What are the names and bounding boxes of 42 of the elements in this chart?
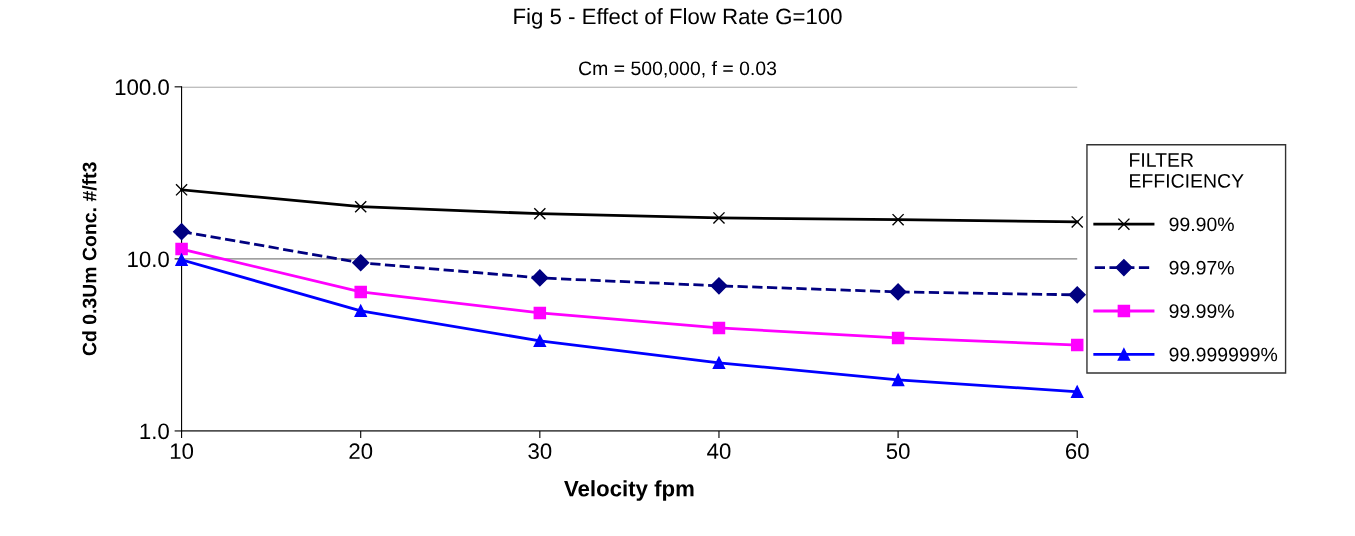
point [891, 213, 905, 226]
legend-label: 99.99% [1169, 304, 1234, 318]
y-tick-label: 1.0 [140, 423, 169, 440]
point [354, 200, 367, 213]
x-tick-label: 40 [707, 443, 731, 460]
point [531, 269, 549, 287]
point [1070, 215, 1084, 229]
point [173, 223, 191, 241]
legend-label: 99.999999% [1169, 347, 1278, 362]
legend-label: 99.90% [1169, 217, 1234, 232]
chart-subtitle: Cm = 500,000, f = 0.03 [579, 60, 777, 78]
point [710, 277, 728, 295]
point [354, 285, 367, 299]
x-axis-title: Velocity fpm [564, 480, 694, 501]
x-tick-label: 20 [349, 443, 373, 460]
point [889, 283, 907, 301]
x-tick-label: 50 [886, 443, 910, 460]
point [712, 211, 726, 225]
x-tick-label: 10 [170, 443, 194, 460]
x-tick-label: 60 [1066, 443, 1089, 460]
y-tick-label: 10.0 [128, 251, 169, 268]
point [1068, 286, 1086, 304]
point [712, 356, 726, 370]
y-axis-title: Cd 0.3Um Conc. #/ft3 [82, 162, 97, 356]
point [352, 254, 370, 272]
point [1070, 385, 1084, 398]
point [891, 373, 905, 387]
point [533, 306, 547, 320]
point [533, 207, 547, 220]
legend-label: 99.97% [1169, 260, 1234, 275]
point [175, 183, 188, 197]
point [533, 334, 547, 348]
point [891, 331, 905, 345]
point [712, 321, 726, 335]
x-tick-label: 30 [528, 443, 552, 460]
point [175, 253, 188, 267]
point [354, 304, 367, 318]
legend-title: FILTER EFFICIENCY [1130, 153, 1244, 188]
point [1070, 338, 1084, 352]
chart-title: Fig 5 - Effect of Flow Rate G=100 [514, 8, 842, 29]
y-tick-label: 100.0 [115, 79, 169, 96]
point [175, 242, 188, 256]
